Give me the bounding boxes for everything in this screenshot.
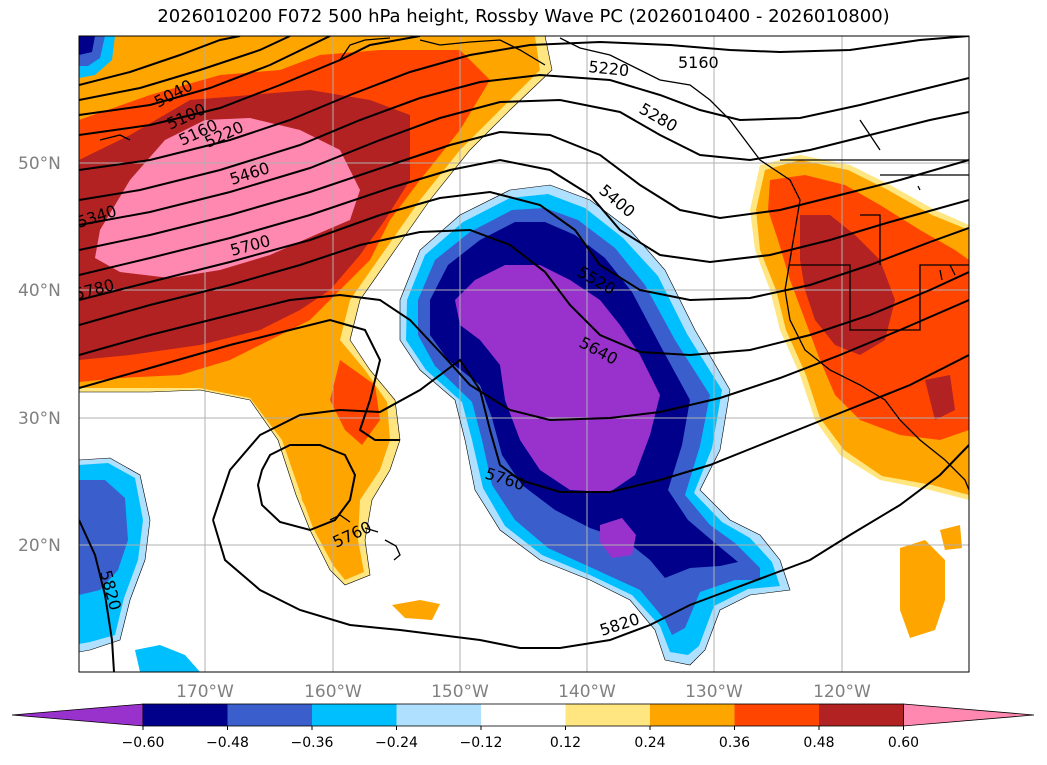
negative-anomaly-southwest <box>79 458 200 672</box>
map-plot-area: 5040 5100 5160 5220 5340 5460 5700 5780 … <box>79 36 969 672</box>
colorbar-tick-label: −0.48 <box>206 735 249 751</box>
colorbar-extend-high <box>903 703 1035 727</box>
lon-label: 120°W <box>813 682 871 702</box>
lon-label: 140°W <box>558 682 616 702</box>
contour-label: 5220 <box>588 57 630 80</box>
colorbar: −0.60 −0.48 −0.36 −0.24 −0.12 0.12 0.24 0.36 0.4… <box>11 703 1035 751</box>
colorbar-segment <box>819 704 904 726</box>
pos-024-fill-hawaii <box>392 600 440 620</box>
map-title: 2026010200 F072 500 hPa height, Rossby W… <box>157 6 890 27</box>
colorbar-tick-label: 0.60 <box>888 735 919 751</box>
contour-label: 5160 <box>678 53 719 72</box>
colorbar-segment <box>312 704 397 726</box>
lat-label: 30°N <box>18 409 61 429</box>
colorbar-segment <box>565 704 651 726</box>
colorbar-tick-label: −0.60 <box>122 735 165 751</box>
colorbar-segment <box>734 704 820 726</box>
map-frame <box>78 35 970 673</box>
lat-label: 20°N <box>18 536 61 556</box>
colorbar-segment <box>650 704 735 726</box>
neg-060-fill <box>455 265 660 492</box>
lon-label: 130°W <box>685 682 743 702</box>
colorbar-segment <box>143 704 228 726</box>
colorbar-extend-low <box>11 703 144 727</box>
lon-label: 170°W <box>176 682 234 702</box>
colorbar-segment <box>481 704 566 726</box>
lat-label: 50°N <box>18 154 61 174</box>
colorbar-tick-label: −0.24 <box>375 735 418 751</box>
lon-label: 160°W <box>304 682 362 702</box>
lon-label: 150°W <box>431 682 489 702</box>
colorbar-tick-label: 0.24 <box>634 735 665 751</box>
coastlines <box>99 37 969 561</box>
lat-label: 40°N <box>18 281 61 301</box>
height-contours <box>79 36 969 672</box>
pos-036-fill-west-small <box>330 360 380 445</box>
positive-anomaly-east <box>750 155 969 638</box>
colorbar-tick-label: 0.48 <box>803 735 834 751</box>
colorbar-outline <box>142 703 904 727</box>
latitude-labels: 50°N 40°N 30°N 20°N <box>18 154 61 556</box>
longitude-labels: 170°W 160°W 150°W 140°W 130°W 120°W <box>176 682 871 702</box>
colorbar-tick-label: −0.12 <box>460 735 503 751</box>
pos-024-fill-small <box>300 485 330 520</box>
colorbar-tick-label: 0.36 <box>719 735 750 751</box>
anomaly-outline <box>79 36 791 666</box>
colorbar-segment <box>396 704 482 726</box>
colorbar-tick-label: −0.36 <box>291 735 334 751</box>
colorbar-segment <box>227 704 313 726</box>
neg-060-fill-small <box>600 518 636 558</box>
colorbar-tick-label: 0.12 <box>550 735 581 751</box>
